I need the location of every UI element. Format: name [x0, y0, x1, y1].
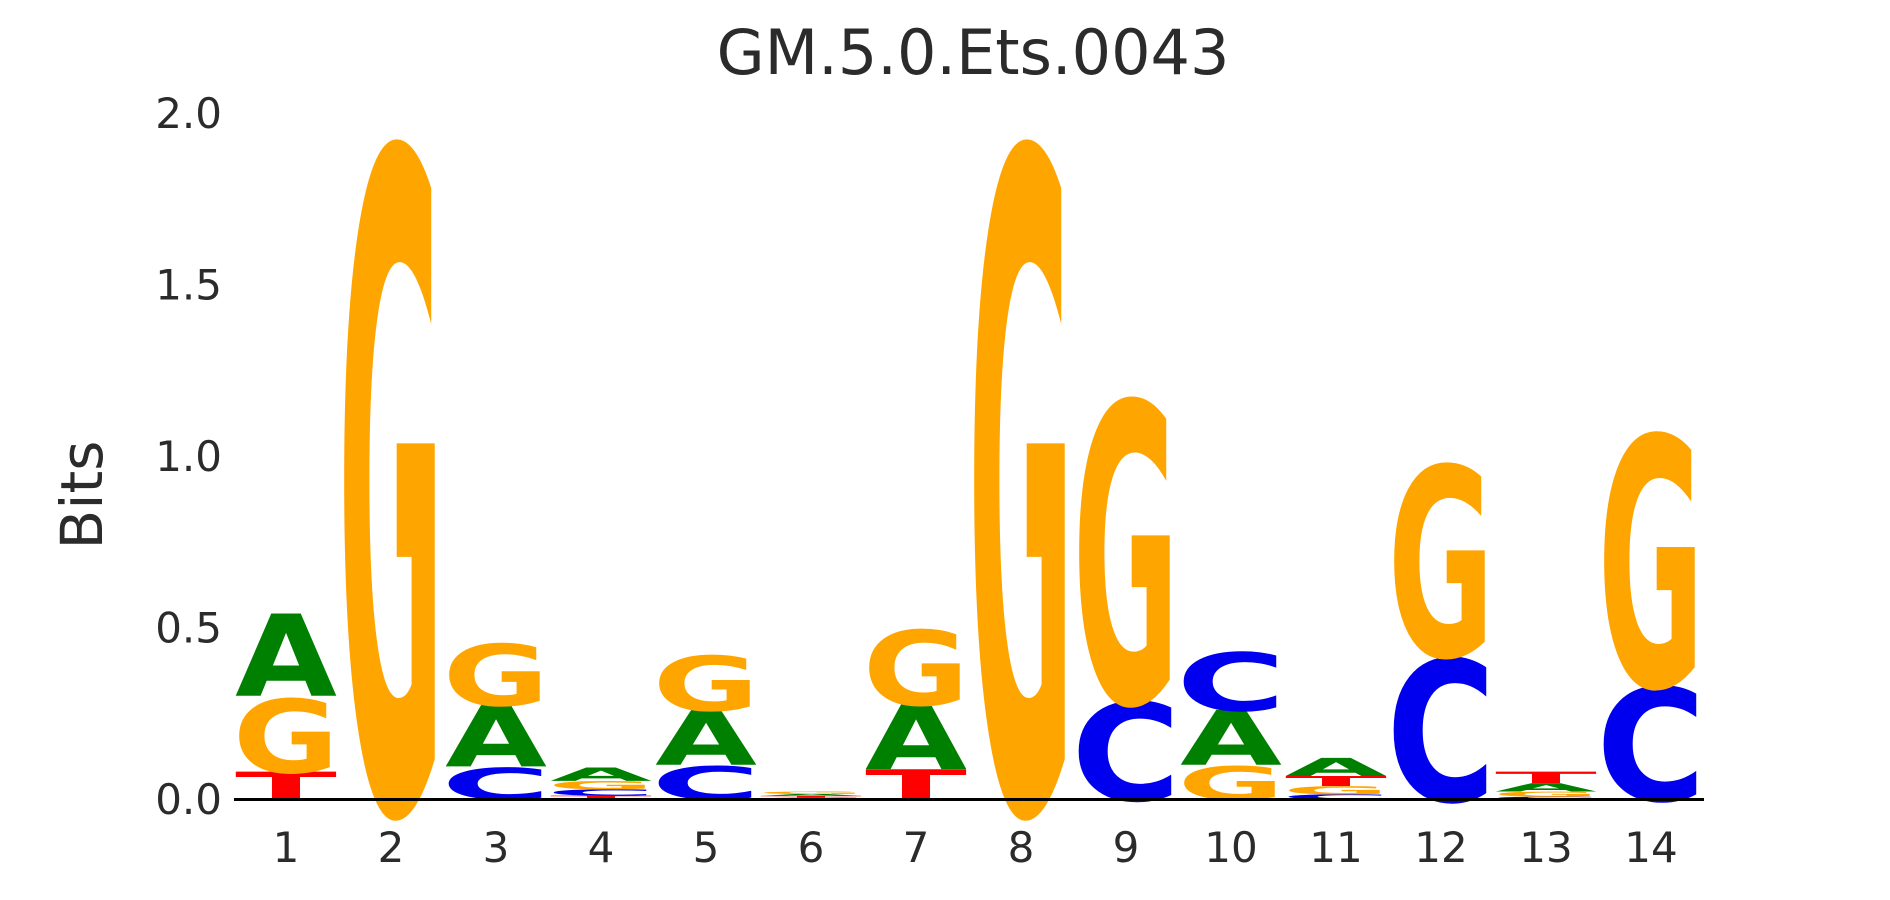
logo-letter-A: A — [760, 793, 862, 796]
logo-column: CAG — [651, 641, 761, 811]
logo-column: TAG — [863, 609, 970, 808]
x-tick-label: 1 — [273, 823, 300, 872]
logo-letter-C: C — [1491, 796, 1601, 800]
x-tick-label: 7 — [903, 823, 930, 872]
logo-letter-T: T — [1495, 768, 1597, 787]
logo-letter-C: C — [546, 788, 656, 798]
logo-letter-G: G — [1493, 790, 1600, 798]
logo-letter-C: C — [651, 758, 761, 811]
logo-letter-A: A — [1285, 753, 1387, 782]
logo-letter-G: G — [968, 0, 1075, 900]
logo-column: G — [338, 0, 445, 900]
logo-column: TGA — [233, 591, 340, 808]
logo-letter-G: G — [653, 641, 760, 729]
logo-letter-A: A — [1495, 781, 1597, 794]
logo-letter-C: C — [441, 759, 551, 810]
x-tick-label: 12 — [1414, 823, 1467, 872]
logo-letter-A: A — [1180, 696, 1282, 783]
x-tick-label: 4 — [588, 823, 615, 872]
logo-letter-G: G — [548, 779, 655, 792]
logo-letter-G: G — [338, 0, 445, 900]
y-tick-label: 1.5 — [155, 261, 222, 310]
logo-letter-G: G — [1073, 320, 1180, 799]
logo-letter-C: C — [1386, 620, 1496, 847]
logo-letter-A: A — [550, 764, 652, 785]
y-tick-label: 0.0 — [155, 775, 222, 824]
logo-letter-G: G — [863, 609, 970, 729]
logo-letter-C: C — [1596, 657, 1706, 838]
x-tick-label: 11 — [1309, 823, 1362, 872]
x-tick-label: 5 — [693, 823, 720, 872]
x-tick-label: 10 — [1204, 823, 1257, 872]
logo-letter-A: A — [445, 688, 547, 787]
x-tick-label: 6 — [798, 823, 825, 872]
x-tick-label: 2 — [378, 823, 405, 872]
logo-letter-A: A — [235, 591, 337, 723]
x-tick-label: 9 — [1113, 823, 1140, 872]
logo-letter-G: G — [1388, 414, 1495, 718]
x-tick-label: 14 — [1624, 823, 1677, 872]
logo-column: G — [968, 0, 1075, 900]
logo-column: CG — [1071, 320, 1181, 832]
y-tick-label: 2.0 — [155, 89, 222, 138]
x-tick-label: 8 — [1008, 823, 1035, 872]
logo-letter-T: T — [760, 795, 862, 798]
logo-letter-G: G — [1598, 368, 1705, 767]
logo-letter-G: G — [758, 791, 865, 795]
x-tick-label: 13 — [1519, 823, 1572, 872]
chart-title: GM.5.0.Ets.0043 — [716, 16, 1230, 89]
x-axis-line — [234, 798, 1704, 801]
logo-letter-G: G — [443, 627, 550, 726]
y-tick-label: 0.5 — [155, 604, 222, 653]
logo-letter-C: C — [1176, 637, 1286, 730]
logo-letter-T: T — [1285, 773, 1387, 789]
x-tick-label: 3 — [483, 823, 510, 872]
logo-column: GAC — [1176, 637, 1286, 810]
logo-letter-G: G — [1283, 784, 1390, 797]
logo-column: CAG — [441, 627, 551, 810]
logo-letter-A: A — [655, 696, 757, 783]
logo-letter-T: T — [550, 795, 652, 800]
logo-column: CG — [1386, 414, 1496, 847]
logo-letter-A: A — [865, 687, 967, 791]
logo-column: CG — [1596, 368, 1706, 837]
logo-letter-C: C — [1071, 675, 1181, 832]
logo-letter-C: C — [1281, 793, 1391, 800]
logo-letter-G: G — [233, 680, 340, 797]
logo-letter-G: G — [1178, 757, 1285, 810]
y-tick-label: 1.0 — [155, 432, 222, 481]
